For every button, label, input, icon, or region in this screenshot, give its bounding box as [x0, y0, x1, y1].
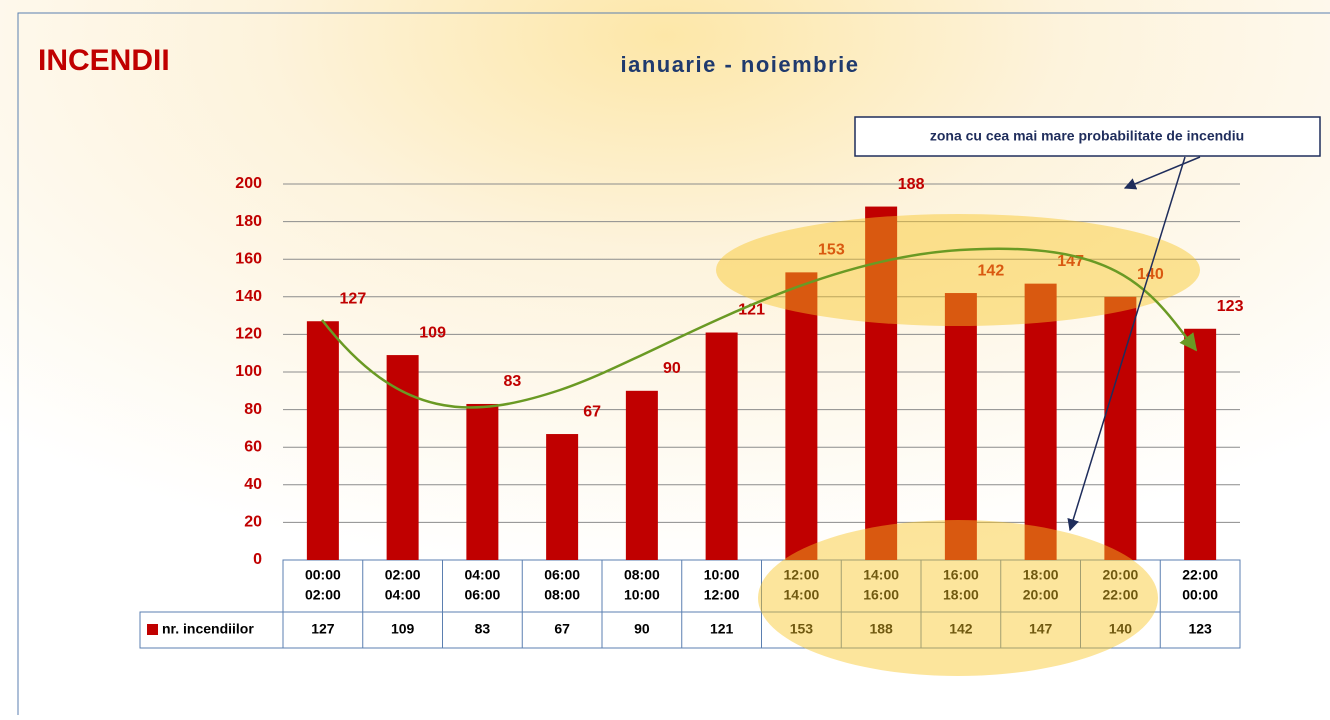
table-value: 83: [475, 621, 491, 637]
bar: [1025, 284, 1057, 560]
x-tick-label: 06:00: [464, 587, 500, 603]
legend-swatch: [147, 624, 158, 635]
x-tick-label: 00:00: [1182, 587, 1218, 603]
bar: [546, 434, 578, 560]
y-tick-label: 60: [244, 438, 262, 455]
x-tick-label: 04:00: [385, 587, 421, 603]
value-label: 127: [340, 290, 367, 307]
y-tick-label: 20: [244, 514, 262, 531]
y-tick-label: 120: [235, 326, 262, 343]
x-tick-label: 02:00: [305, 587, 341, 603]
chart: INCENDII ianuarie - noiembrie 0 20 40 60 80 1…: [0, 0, 1330, 715]
table-value: 109: [391, 621, 415, 637]
y-tick-label: 80: [244, 401, 262, 418]
table-value: 127: [311, 621, 335, 637]
slide-title: INCENDII: [38, 44, 170, 77]
x-tick-label: 08:00: [544, 587, 580, 603]
value-label: 90: [663, 360, 681, 377]
value-label: 109: [419, 324, 446, 341]
x-tick-label: 04:00: [464, 567, 500, 583]
y-tick-label: 160: [235, 250, 262, 267]
value-label: 123: [1217, 298, 1244, 315]
chart-subtitle: ianuarie - noiembrie: [620, 52, 859, 77]
value-label: 67: [583, 403, 601, 420]
page: INCENDII ianuarie - noiembrie 0 20 40 60 80 1…: [0, 0, 1330, 720]
value-label: 83: [503, 373, 521, 390]
table-value: 123: [1188, 621, 1212, 637]
value-label: 188: [898, 176, 925, 193]
bar: [1184, 329, 1216, 560]
x-tick-label: 00:00: [305, 567, 341, 583]
y-tick-label: 180: [235, 213, 262, 230]
highlight-zone: [716, 214, 1200, 326]
highlight-zone: [758, 520, 1158, 676]
x-tick-label: 10:00: [624, 587, 660, 603]
x-tick-label: 02:00: [385, 567, 421, 583]
y-tick-label: 40: [244, 476, 262, 493]
y-tick-label: 100: [235, 363, 262, 380]
bar: [1104, 297, 1136, 560]
x-tick-label: 10:00: [704, 567, 740, 583]
y-tick-label: 200: [235, 175, 262, 192]
y-tick-label: 140: [235, 288, 262, 305]
table-value: 121: [710, 621, 734, 637]
legend-label: nr. incendiilor: [162, 621, 254, 637]
x-tick-label: 12:00: [704, 587, 740, 603]
x-tick-label: 22:00: [1182, 567, 1218, 583]
bar: [466, 404, 498, 560]
bar: [706, 333, 738, 560]
bar: [307, 321, 339, 560]
bar: [945, 293, 977, 560]
bar: [626, 391, 658, 560]
x-tick-label: 08:00: [624, 567, 660, 583]
bar: [785, 272, 817, 560]
y-tick-label: 0: [253, 551, 262, 568]
annotation: zona cu cea mai mare probabilitate de in…: [930, 128, 1244, 144]
table-value: 67: [554, 621, 570, 637]
table-value: 90: [634, 621, 650, 637]
x-tick-label: 06:00: [544, 567, 580, 583]
